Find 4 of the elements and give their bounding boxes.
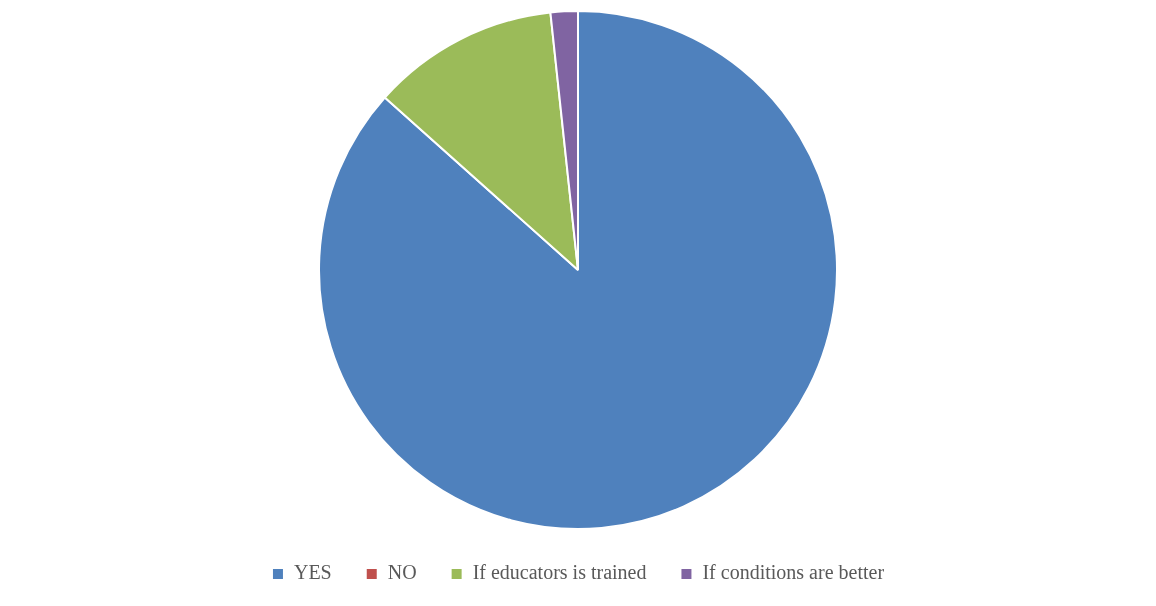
legend-label: If educators is trained	[472, 561, 647, 584]
legend-label: YES	[293, 561, 332, 584]
legend-label: NO	[387, 561, 417, 584]
legend-label: If conditions are better	[702, 561, 885, 584]
